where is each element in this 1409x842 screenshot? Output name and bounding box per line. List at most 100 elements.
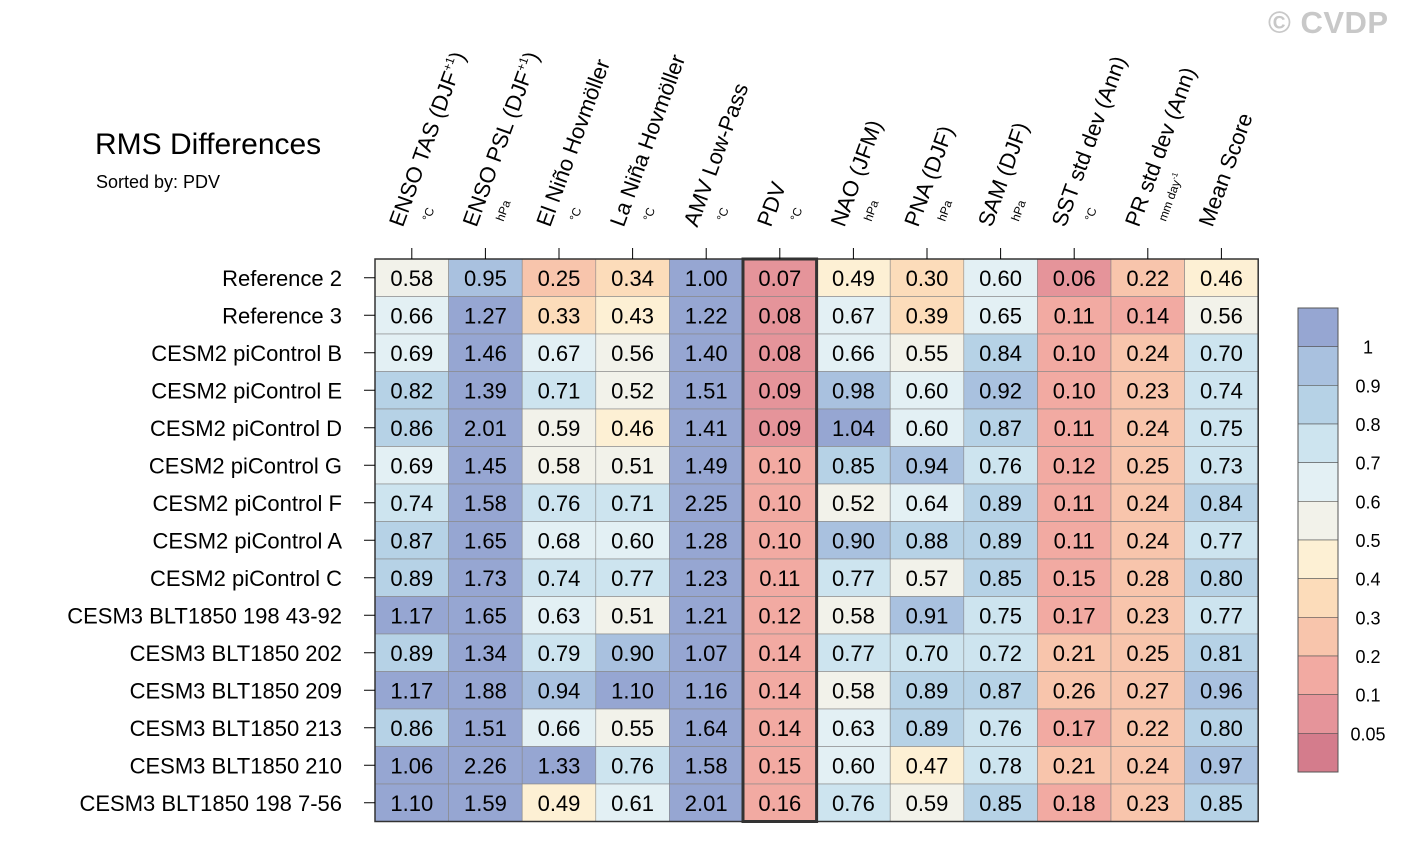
column-label: Mean Score bbox=[1194, 110, 1258, 230]
colorbar-segment bbox=[1297, 617, 1339, 657]
heatmap-cell bbox=[1184, 258, 1259, 297]
cell-value: 1.07 bbox=[685, 641, 728, 666]
cell-value: 0.85 bbox=[832, 453, 875, 478]
heatmap-cell bbox=[374, 746, 449, 785]
cell-value: 0.77 bbox=[832, 641, 875, 666]
cell-value: 0.60 bbox=[832, 753, 875, 778]
cell-value: 1.64 bbox=[685, 716, 728, 741]
heatmap-cell bbox=[1184, 558, 1259, 597]
heatmap-cell bbox=[1037, 483, 1112, 522]
row-label: CESM2 piControl G bbox=[149, 453, 342, 478]
heatmap-cell bbox=[374, 558, 449, 597]
heatmap-cell bbox=[963, 296, 1038, 335]
cell-value: 0.46 bbox=[611, 416, 654, 441]
cell-value: 0.87 bbox=[979, 678, 1022, 703]
cell-value: 0.08 bbox=[758, 341, 801, 366]
column-unit: °C bbox=[567, 205, 585, 223]
heatmap-cell bbox=[448, 746, 523, 785]
cell-value: 0.68 bbox=[538, 528, 581, 553]
cell-value: 0.59 bbox=[906, 791, 949, 816]
row-label: Reference 2 bbox=[222, 266, 342, 291]
heatmap-cell bbox=[669, 671, 744, 710]
colorbar-segment bbox=[1297, 733, 1339, 773]
cell-value: 0.10 bbox=[758, 491, 801, 516]
cell-value: 0.96 bbox=[1200, 678, 1243, 703]
cell-value: 0.79 bbox=[538, 641, 581, 666]
heatmap-cell bbox=[742, 446, 817, 485]
heatmap-cell bbox=[448, 596, 523, 635]
cell-value: 1.33 bbox=[538, 753, 581, 778]
column-unit: hPa bbox=[935, 198, 956, 223]
cell-value: 1.28 bbox=[685, 528, 728, 553]
row-label: CESM3 BLT1850 198 43-92 bbox=[67, 603, 342, 628]
row-label: CESM3 BLT1850 213 bbox=[130, 716, 342, 741]
cell-value: 0.84 bbox=[979, 341, 1022, 366]
cell-value: 0.74 bbox=[390, 491, 433, 516]
cell-value: 0.77 bbox=[832, 566, 875, 591]
column-unit: °C bbox=[1082, 205, 1100, 223]
heatmap-cell bbox=[889, 258, 965, 297]
cell-value: 0.12 bbox=[758, 603, 801, 628]
heatmap-cell bbox=[742, 371, 817, 410]
heatmap-cell bbox=[1037, 408, 1112, 447]
cell-value: 1.51 bbox=[685, 378, 728, 403]
heatmap-cell bbox=[1110, 296, 1185, 335]
cell-value: 1.39 bbox=[464, 378, 507, 403]
colorbar-segment bbox=[1297, 539, 1339, 579]
cell-value: 0.10 bbox=[1053, 341, 1096, 366]
cell-value: 0.72 bbox=[979, 641, 1022, 666]
cell-value: 0.09 bbox=[758, 416, 801, 441]
cell-value: 0.23 bbox=[1126, 603, 1169, 628]
cell-value: 0.25 bbox=[1126, 453, 1169, 478]
heatmap-cell bbox=[963, 333, 1038, 372]
cell-value: 0.49 bbox=[832, 266, 875, 291]
heatmap-cell bbox=[1184, 296, 1259, 335]
cell-value: 0.27 bbox=[1126, 678, 1169, 703]
heatmap-cell bbox=[521, 783, 597, 822]
heatmap-cell bbox=[1184, 633, 1259, 672]
column-label-superscript: +1 bbox=[513, 55, 531, 73]
cell-value: 0.17 bbox=[1053, 716, 1096, 741]
cell-value: 1.34 bbox=[464, 641, 507, 666]
cell-value: 0.21 bbox=[1053, 753, 1096, 778]
heatmap-cell bbox=[374, 708, 449, 747]
cell-value: 1.40 bbox=[685, 341, 728, 366]
cell-value: 0.56 bbox=[1200, 303, 1243, 328]
cell-value: 0.77 bbox=[1200, 528, 1243, 553]
cell-value: 0.89 bbox=[979, 491, 1022, 516]
cell-value: 0.89 bbox=[390, 641, 433, 666]
heatmap-cell bbox=[742, 483, 817, 522]
cell-value: 1.51 bbox=[464, 716, 507, 741]
heatmap-cell bbox=[1110, 408, 1185, 447]
row-label: CESM3 BLT1850 209 bbox=[130, 678, 342, 703]
heatmap-cell bbox=[1037, 746, 1112, 785]
colorbar-segment bbox=[1297, 385, 1339, 425]
cell-value: 1.45 bbox=[464, 453, 507, 478]
cell-value: 2.01 bbox=[464, 416, 507, 441]
colorbar-tick-label: 0.6 bbox=[1355, 492, 1380, 512]
colorbar-border bbox=[1297, 307, 1339, 773]
heatmap-cell bbox=[816, 708, 891, 747]
cell-value: 1.04 bbox=[832, 416, 875, 441]
heatmap-cell bbox=[816, 671, 891, 710]
cell-value: 0.60 bbox=[906, 416, 949, 441]
heatmap-cell bbox=[963, 483, 1038, 522]
column-unit: °C bbox=[419, 205, 437, 223]
heatmap-cell bbox=[669, 371, 744, 410]
row-label: CESM2 piControl B bbox=[151, 341, 342, 366]
cell-value: 0.51 bbox=[611, 453, 654, 478]
heatmap-cell bbox=[889, 558, 965, 597]
cell-value: 0.78 bbox=[979, 753, 1022, 778]
colorbar-tick-label: 0.4 bbox=[1355, 570, 1380, 590]
cell-value: 0.16 bbox=[758, 791, 801, 816]
heatmap-cell bbox=[889, 746, 965, 785]
heatmap-cell bbox=[448, 258, 523, 297]
cell-value: 0.85 bbox=[979, 791, 1022, 816]
heatmap-cell bbox=[889, 483, 965, 522]
colorbar-tick-label: 0.9 bbox=[1355, 376, 1380, 396]
heatmap-cell bbox=[374, 483, 449, 522]
cell-value: 0.28 bbox=[1126, 566, 1169, 591]
cell-value: 0.11 bbox=[1054, 303, 1095, 328]
cell-value: 0.90 bbox=[611, 641, 654, 666]
